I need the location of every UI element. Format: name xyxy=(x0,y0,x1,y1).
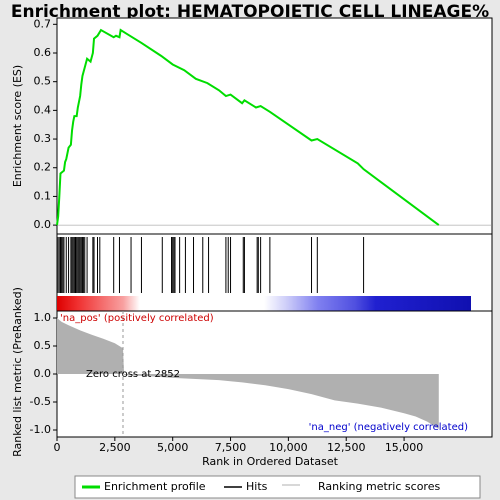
annotation: Zero cross at 2852 xyxy=(86,369,180,380)
legend-label: Hits xyxy=(246,480,268,493)
y-tick-label: 1.0 xyxy=(34,311,52,324)
x-tick-label: 15,000 xyxy=(385,441,424,454)
legend-label: Ranking metric scores xyxy=(318,480,440,493)
y-tick-label: 0.0 xyxy=(34,218,52,231)
y-tick-label: -1.0 xyxy=(30,423,51,436)
legend xyxy=(74,475,481,499)
y-axis-label: Ranked list metric (PreRanked) xyxy=(11,287,24,457)
plot-frame xyxy=(56,17,493,438)
x-tick-label: 0 xyxy=(54,441,61,454)
annotation: 'na_neg' (negatively correlated) xyxy=(309,422,468,433)
enrichment-profile xyxy=(56,28,440,226)
x-tick-label: 7,500 xyxy=(215,441,247,454)
ranking-metric-area xyxy=(57,318,439,429)
x-axis-label: Rank in Ordered Dataset xyxy=(202,455,339,468)
y-tick-label: 0.6 xyxy=(34,46,52,59)
y-tick-label: 0.3 xyxy=(34,132,52,145)
y-tick-label: 0.2 xyxy=(34,161,52,174)
legend-label: Enrichment profile xyxy=(104,480,206,493)
y-tick-label: 0.0 xyxy=(34,367,52,380)
y-tick-label: 0.5 xyxy=(34,339,52,352)
x-tick-label: 2,500 xyxy=(99,441,131,454)
y-tick-label: 0.5 xyxy=(34,75,52,88)
y-axis-label: Enrichment score (ES) xyxy=(11,65,24,187)
x-tick-label: 5,000 xyxy=(157,441,189,454)
y-tick-label: 0.4 xyxy=(34,103,52,116)
y-tick-label: 0.7 xyxy=(34,17,52,30)
annotation: 'na_pos' (positively correlated) xyxy=(60,313,214,324)
chart-title: Enrichment plot: HEMATOPOIETIC CELL LINE… xyxy=(11,2,489,22)
y-tick-label: 0.1 xyxy=(34,189,52,202)
x-tick-label: 10,000 xyxy=(269,441,308,454)
rank-color-bar xyxy=(57,296,471,311)
y-tick-label: -0.5 xyxy=(30,395,51,408)
x-tick-label: 12,500 xyxy=(327,441,366,454)
